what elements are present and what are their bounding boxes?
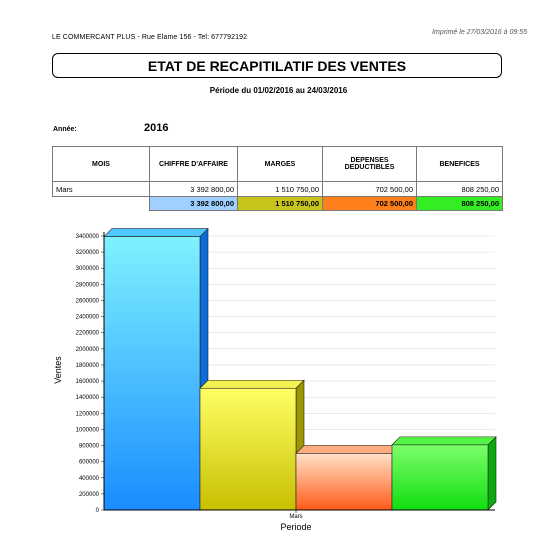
x-axis-label: Periode xyxy=(280,522,311,532)
bar xyxy=(103,236,201,511)
y-tick-label: 1800000 xyxy=(76,363,100,369)
y-tick-label: 2800000 xyxy=(76,282,100,288)
year-label: Année: xyxy=(53,126,77,133)
bar-side xyxy=(487,436,497,511)
company-info: LE COMMERCANT PLUS - Rue Elame 156 - Tel… xyxy=(52,34,248,41)
print-timestamp: Imprimé le 27/03/2016 à 09:55 xyxy=(432,29,527,36)
y-tick-label: 1200000 xyxy=(76,411,100,417)
bar xyxy=(199,387,297,511)
y-tick-label: 3400000 xyxy=(76,234,100,240)
total-depenses: 702 500,00 xyxy=(322,196,417,211)
x-tick-label: Mars xyxy=(289,514,302,520)
col-header-mois: MOIS xyxy=(52,146,150,182)
col-header-depenses: DEPENSES DEDUCTIBLES xyxy=(322,146,417,182)
summary-table: MOIS CHIFFRE D'AFFAIRE MARGES DEPENSES D… xyxy=(52,146,503,211)
bar-top xyxy=(391,436,497,446)
table-row: Mars 3 392 800,00 1 510 750,00 702 500,0… xyxy=(52,181,503,197)
total-marges: 1 510 750,00 xyxy=(237,196,323,211)
y-tick-label: 1600000 xyxy=(76,379,100,385)
y-tick-label: 3000000 xyxy=(76,266,100,272)
y-tick-label: 2600000 xyxy=(76,298,100,304)
y-axis-label: Ventes xyxy=(53,356,63,384)
y-tick-label: 800000 xyxy=(79,444,100,450)
totals-row: 3 392 800,00 1 510 750,00 702 500,00 808… xyxy=(53,196,503,211)
bar xyxy=(391,444,489,511)
chart-bars xyxy=(103,227,497,511)
y-tick-label: 2000000 xyxy=(76,347,100,353)
year-value: 2016 xyxy=(144,122,169,134)
y-tick-label: 2400000 xyxy=(76,315,100,321)
total-chiffre: 3 392 800,00 xyxy=(149,196,238,211)
bar-top xyxy=(199,379,305,389)
y-tick-label: 2200000 xyxy=(76,331,100,337)
y-tick-label: 600000 xyxy=(79,460,100,466)
chart-axes: 0 200000 400000 600000 800000 1000000 1200000 1… xyxy=(76,232,495,520)
y-tick-label: 1000000 xyxy=(76,427,100,433)
y-tick-label: 400000 xyxy=(79,476,100,482)
y-tick-label: 200000 xyxy=(79,492,100,498)
total-benefices: 808 250,00 xyxy=(416,196,503,211)
y-tick-label: 0 xyxy=(96,508,100,514)
report-title: ETAT DE RECAPITILATIF DES VENTES xyxy=(52,53,502,78)
bar-top xyxy=(295,445,401,454)
bar-top xyxy=(103,228,209,237)
col-header-benefices: BENEFICES xyxy=(416,146,503,182)
y-tick-label: 3200000 xyxy=(76,250,100,256)
y-tick-label: 1400000 xyxy=(76,395,100,401)
report-period: Période du 01/02/2016 au 24/03/2016 xyxy=(209,86,348,95)
bar xyxy=(295,453,393,511)
